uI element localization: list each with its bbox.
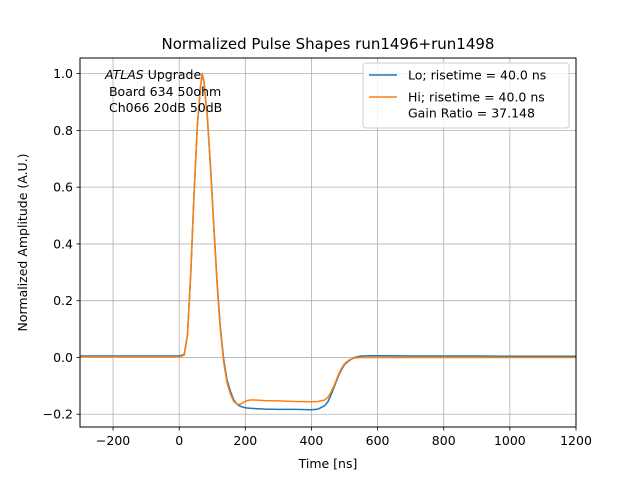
- y-tick-label: 0.4: [53, 236, 73, 251]
- x-tick-label: −200: [96, 433, 130, 448]
- series-layer: [80, 72, 576, 411]
- x-tick-label: 1200: [560, 433, 592, 448]
- legend-label-hi: Hi; risetime = 40.0 ns: [408, 90, 545, 105]
- y-tick-label: 1.0: [53, 66, 73, 81]
- annotation-line-3: Ch066 20dB 50dB: [105, 100, 222, 115]
- x-tick-label: 200: [233, 433, 257, 448]
- series-line-hi: [80, 72, 576, 406]
- y-tick-label: 0.8: [53, 123, 73, 138]
- annotation-line-1: ATLAS Upgrade: [104, 67, 201, 82]
- annotation-line-2: Board 634 50ohm: [105, 84, 221, 99]
- x-axis-ticks: −200 0 200 400 600 800 1000 1200: [96, 427, 592, 448]
- x-tick-label: 800: [432, 433, 456, 448]
- x-tick-label: 1000: [494, 433, 526, 448]
- y-axis-ticks: −0.2 0.0 0.2 0.4 0.6 0.8 1.0: [43, 66, 80, 422]
- legend-label-lo: Lo; risetime = 40.0 ns: [408, 68, 546, 83]
- legend: Lo; risetime = 40.0 ns Hi; risetime = 40.…: [362, 62, 570, 129]
- x-tick-label: 600: [366, 433, 390, 448]
- y-tick-label: 0.6: [53, 180, 73, 195]
- y-tick-label: 0.2: [53, 293, 73, 308]
- x-tick-label: 400: [300, 433, 324, 448]
- chart-title: Normalized Pulse Shapes run1496+run1498: [162, 35, 495, 53]
- plot-frame: [79, 57, 577, 428]
- y-axis-label: Normalized Amplitude (A.U.): [15, 153, 30, 331]
- legend-label-hi: Gain Ratio = 37.148: [408, 106, 535, 121]
- atlas-annotation: ATLAS Upgrade Board 634 50ohm Ch066 20dB…: [104, 67, 222, 115]
- y-tick-label: 0.0: [53, 350, 73, 365]
- x-axis-label: Time [ns]: [298, 456, 358, 471]
- annotation-upgrade: Upgrade: [144, 67, 202, 82]
- x-tick-label: 0: [175, 433, 183, 448]
- legend-box: [362, 62, 570, 129]
- y-tick-label: −0.2: [43, 407, 73, 422]
- annotation-atlas: ATLAS: [104, 67, 144, 82]
